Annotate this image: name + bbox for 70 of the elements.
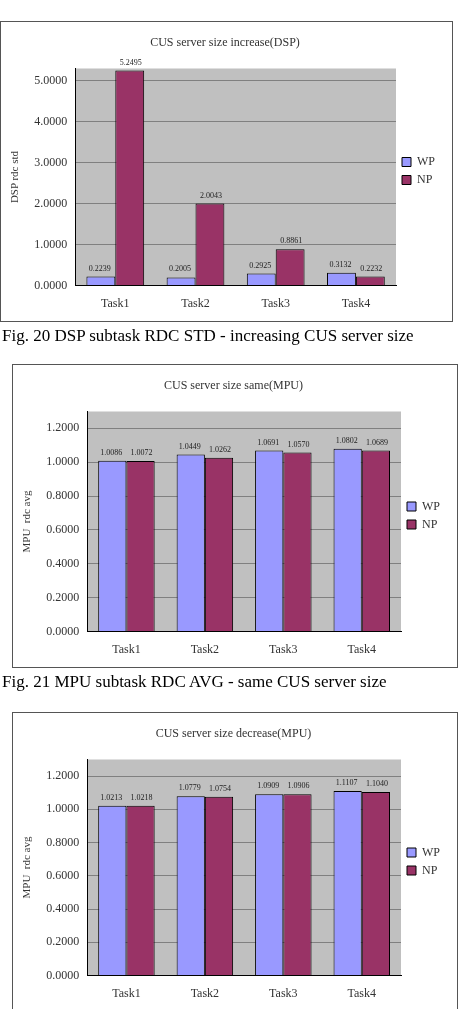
- data-label: 0.2239: [88, 263, 111, 273]
- y-tick-label: 2.0000: [34, 195, 68, 210]
- data-label: 1.0213: [100, 792, 123, 802]
- data-label: 0.3132: [329, 259, 352, 269]
- x-tick-label: Task2: [190, 641, 220, 656]
- y-tick-label: 0.0000: [34, 277, 68, 292]
- y-tick-label: 0.4000: [46, 901, 80, 916]
- y-tick-label: 0.6000: [46, 867, 80, 882]
- y-tick-label: 0.2000: [46, 589, 80, 604]
- data-label: 1.0449: [178, 441, 201, 451]
- x-tick-label: Task1: [112, 985, 141, 1000]
- y-axis-title: MPU rdc avg: [20, 836, 33, 899]
- data-label: 2.0043: [199, 190, 222, 200]
- y-tick-label: 0.8000: [46, 834, 80, 849]
- y-tick-label: 0.0000: [46, 967, 80, 982]
- x-tick-label: Task2: [190, 985, 220, 1000]
- data-label: 0.2005: [169, 264, 192, 274]
- x-tick-label: Task4: [347, 985, 377, 1000]
- y-tick-label: 0.0000: [46, 623, 80, 638]
- data-label: 1.0086: [100, 447, 123, 457]
- y-tick-label: 0.6000: [46, 522, 80, 537]
- data-label: 1.0570: [287, 439, 310, 449]
- chart-title: CUS server size increase(DSP): [150, 35, 300, 50]
- x-tick-label: Task1: [112, 641, 141, 656]
- x-tick-label: Task4: [347, 641, 377, 656]
- legend-label: NP: [422, 516, 438, 531]
- data-label: 5.2495: [119, 57, 142, 67]
- data-label: 1.1107: [335, 777, 358, 787]
- y-axis-title: DSP rdc std: [8, 150, 21, 204]
- caption: Fig. 21 MPU subtask RDC AVG - same CUS server size: [2, 672, 388, 692]
- legend-label: WP: [422, 498, 441, 513]
- chart-title: CUS server size decrease(MPU): [155, 726, 312, 741]
- x-tick-label: Task1: [101, 295, 130, 310]
- y-axis-title: MPU rdc avg: [20, 490, 33, 553]
- data-label: 1.0906: [287, 781, 310, 791]
- legend-label: WP: [417, 154, 436, 169]
- y-tick-label: 1.2000: [46, 420, 80, 435]
- x-tick-label: Task3: [269, 641, 298, 656]
- data-label: 0.8861: [280, 236, 303, 246]
- chart-title: CUS server size same(MPU): [164, 378, 303, 393]
- data-label: 1.0689: [365, 437, 388, 447]
- y-tick-label: 1.2000: [46, 768, 80, 783]
- y-tick-label: 0.4000: [46, 556, 80, 570]
- x-tick-label: Task4: [341, 295, 371, 310]
- data-label: 1.0691: [257, 437, 280, 447]
- data-label: 1.0802: [335, 435, 358, 445]
- y-tick-label: 1.0000: [46, 801, 80, 816]
- data-label: 1.0072: [130, 448, 153, 458]
- caption: Fig. 20 DSP subtask RDC STD - increasing CUS server size: [2, 326, 415, 346]
- data-label: 0.2232: [360, 263, 383, 273]
- y-tick-label: 1.0000: [34, 236, 68, 251]
- x-tick-label: Task3: [269, 985, 298, 1000]
- x-tick-label: Task3: [261, 295, 290, 310]
- y-tick-label: 1.0000: [46, 454, 80, 469]
- legend-label: WP: [422, 844, 441, 859]
- data-label: 1.1040: [365, 779, 388, 789]
- y-tick-label: 3.0000: [34, 154, 68, 169]
- data-label: 1.0754: [209, 783, 231, 793]
- data-label: 1.0218: [130, 792, 153, 802]
- x-tick-label: Task2: [181, 295, 210, 310]
- y-tick-label: 0.2000: [46, 934, 80, 949]
- data-label: 1.0262: [209, 444, 231, 454]
- y-tick-label: 4.0000: [34, 113, 68, 128]
- legend-label: NP: [422, 862, 438, 877]
- data-label: 1.0909: [257, 781, 280, 791]
- y-tick-label: 5.0000: [34, 72, 68, 87]
- legend-label: NP: [417, 172, 433, 187]
- y-tick-label: 0.8000: [46, 488, 80, 503]
- data-label: 0.2925: [249, 260, 272, 270]
- data-label: 1.0779: [178, 783, 201, 793]
